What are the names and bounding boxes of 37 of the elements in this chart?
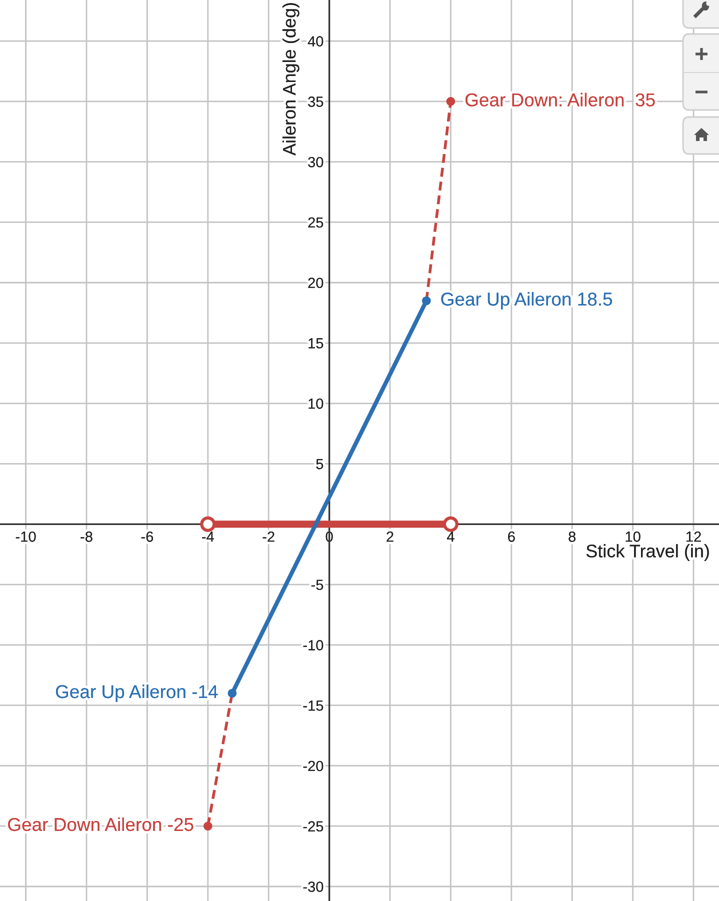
y-tick-label: 40 bbox=[308, 36, 324, 46]
x-tick-label: 12 bbox=[686, 532, 701, 542]
point bbox=[446, 97, 456, 106]
y-tick-label: 20 bbox=[308, 278, 324, 288]
x-tick-label: 4 bbox=[446, 532, 454, 542]
x-tick-label: -10 bbox=[16, 532, 36, 542]
y-tick-label: 15 bbox=[308, 338, 324, 348]
point bbox=[442, 516, 458, 532]
y-tick-label: -20 bbox=[303, 760, 324, 772]
x-tick-label: -6 bbox=[141, 532, 154, 542]
x-tick-label: -2 bbox=[262, 532, 274, 542]
y-tick-label: -15 bbox=[303, 700, 324, 711]
y-tick-label: 5 bbox=[316, 459, 324, 470]
y-tick-label: -25 bbox=[303, 821, 324, 832]
point bbox=[422, 296, 431, 306]
y-axis-title: Aileron Angle (deg) bbox=[282, 3, 300, 156]
y-tick-label: -30 bbox=[303, 882, 324, 892]
annotation: Gear Up Aileron 18.5 bbox=[441, 292, 612, 310]
x-axis-title: Stick Travel (in) bbox=[586, 544, 709, 561]
x-tick-label: 2 bbox=[386, 532, 394, 542]
annotation: Gear Up Aileron -14 bbox=[56, 684, 218, 702]
point bbox=[200, 516, 216, 532]
x-tick-label: 8 bbox=[568, 532, 576, 542]
x-tick-label: 6 bbox=[508, 532, 515, 542]
y-tick-label: -10 bbox=[303, 640, 324, 650]
annotation: Gear Down: Aileron 35 bbox=[466, 92, 655, 106]
x-tick-label: -8 bbox=[80, 532, 92, 542]
y-tick-label: 10 bbox=[308, 398, 324, 409]
point bbox=[228, 688, 237, 698]
y-tick-label: 25 bbox=[308, 217, 324, 228]
y-tick-label: -5 bbox=[311, 580, 324, 590]
x-tick-label: 10 bbox=[626, 532, 640, 542]
x-tick-label: -4 bbox=[202, 532, 214, 542]
point bbox=[204, 822, 212, 831]
annotation: Gear Down Aileron -25 bbox=[8, 818, 194, 832]
y-tick-label: 35 bbox=[308, 96, 324, 107]
y-tick-label: 30 bbox=[308, 156, 324, 168]
